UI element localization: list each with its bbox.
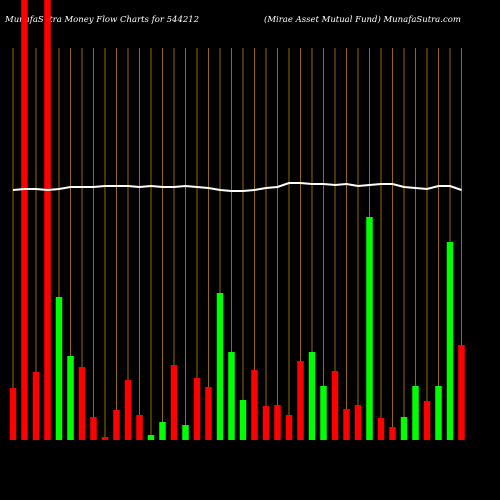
bar [412,386,419,440]
bar [21,0,28,440]
chart-subtitle: (Mirae Asset Mutual Fund) MunafaSutra.co… [264,14,461,25]
bar [228,352,235,440]
bar [32,372,40,440]
bar [124,380,132,440]
bar [67,356,74,440]
bar [239,400,247,440]
bar [193,378,201,440]
bar [308,352,316,440]
bar [297,361,304,440]
bar [101,437,109,440]
bar [331,371,339,440]
bar [182,425,189,440]
bar [147,435,155,440]
bar [55,297,63,440]
bar [170,365,178,440]
bar [78,367,86,440]
bar [285,415,293,440]
bar [9,388,17,440]
bar [205,387,212,440]
bar [366,217,373,440]
bar [44,0,51,440]
bar [354,405,362,440]
bar [343,409,350,440]
bar [136,415,143,440]
money-flow-line [12,182,462,192]
bar [159,422,166,440]
bar [446,242,454,440]
bar [90,417,97,440]
bar [262,406,270,440]
bar [400,417,408,440]
bar [216,293,224,440]
bar [435,386,442,440]
chart-title: MunafaSutra Money Flow Charts for 544212 [4,15,199,25]
bar [377,418,385,440]
bar [113,410,120,440]
bar [389,427,396,440]
bar [274,405,281,440]
bar [251,370,258,440]
bar [458,345,465,440]
bar [423,401,431,440]
bar [320,386,327,440]
